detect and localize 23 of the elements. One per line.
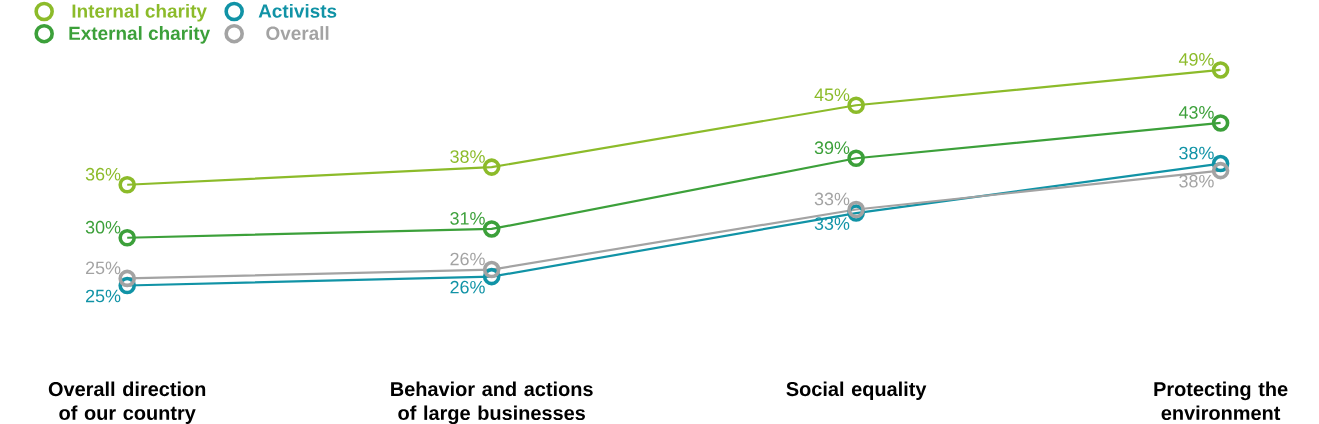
data-label: 38% bbox=[450, 150, 485, 163]
legend-label: Internal charity bbox=[72, 3, 207, 22]
data-label: 39% bbox=[814, 141, 850, 155]
x-tick-label: Overall direction of our country bbox=[48, 381, 206, 424]
data-label: 25% bbox=[86, 261, 121, 275]
legend-label: Overall bbox=[266, 26, 329, 40]
data-label: 43% bbox=[1178, 106, 1214, 119]
data-label: 30% bbox=[85, 220, 121, 234]
data-label: 26% bbox=[450, 252, 485, 266]
data-label: 25% bbox=[86, 289, 121, 303]
data-label: 38% bbox=[1179, 174, 1214, 188]
data-label: 26% bbox=[450, 280, 485, 294]
x-tick-label: Social equality bbox=[786, 381, 927, 401]
data-label: 33% bbox=[814, 192, 850, 206]
legend-label: External charity bbox=[69, 26, 211, 44]
x-tick-label: Protecting the environment bbox=[1154, 381, 1288, 421]
data-label: 31% bbox=[450, 212, 485, 225]
x-tick-label: Behavior and actions of large businesses bbox=[391, 381, 593, 424]
legend-label: Activists bbox=[258, 3, 337, 18]
data-label: 36% bbox=[85, 167, 121, 181]
data-label: 45% bbox=[814, 88, 850, 102]
data-label: 38% bbox=[1179, 146, 1214, 160]
data-label: 49% bbox=[1178, 53, 1214, 66]
